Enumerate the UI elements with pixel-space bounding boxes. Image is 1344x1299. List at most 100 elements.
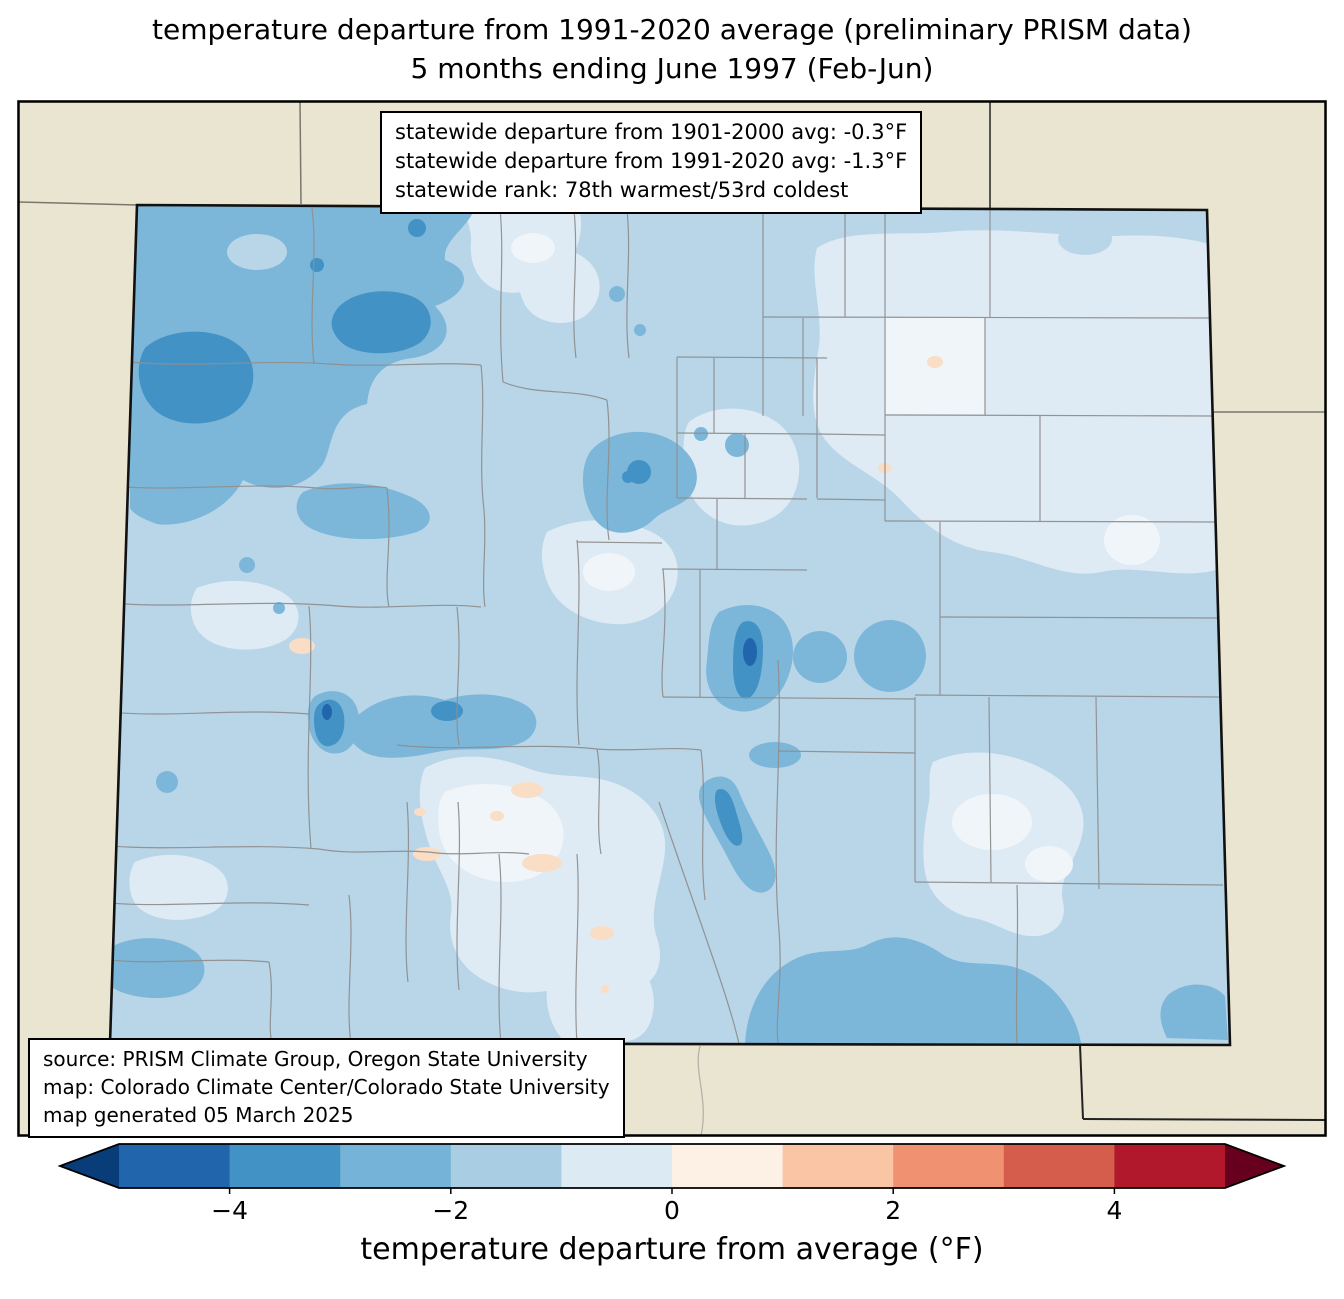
anomaly-region <box>601 985 609 993</box>
state-line-nm-ok <box>1079 1044 1084 1120</box>
anomaly-region <box>682 408 800 526</box>
anomaly-region <box>130 205 475 525</box>
colorbar-segment <box>340 1144 452 1188</box>
county-line <box>480 364 486 608</box>
anomaly-region <box>583 553 635 591</box>
colorbar-axis-label: temperature departure from average (°F) <box>360 1232 984 1267</box>
county-line <box>596 748 602 855</box>
anomaly-region <box>518 247 600 323</box>
county-line <box>129 361 482 366</box>
county-line <box>576 541 663 544</box>
county-line <box>405 801 410 983</box>
map-frame-border <box>17 100 1327 1137</box>
county-line <box>311 207 315 365</box>
county-line <box>988 696 992 883</box>
anomaly-region <box>310 258 324 272</box>
state-line-north <box>299 101 302 205</box>
title-line-2: 5 months ending June 1997 (Feb-Jun) <box>410 52 934 85</box>
anomaly-blue3-regions <box>138 219 763 846</box>
county-line <box>777 750 916 754</box>
colorbar-svg: −4 −2 0 2 4 <box>57 1143 1287 1225</box>
anomaly-region <box>609 286 625 302</box>
colorado-anomaly-map <box>17 100 1327 1137</box>
anomaly-region <box>1058 223 1112 255</box>
colorbar-segment <box>782 1144 894 1188</box>
anomaly-region <box>113 938 205 999</box>
county-line <box>576 539 580 746</box>
county-line <box>1015 884 1019 1044</box>
anomaly-region <box>590 926 614 940</box>
colorbar: −4 −2 0 2 4 <box>57 1141 1287 1226</box>
anomaly-blue2-regions <box>113 205 1228 1043</box>
anomaly-region <box>813 230 1216 574</box>
anomaly-blue4-regions <box>322 638 757 720</box>
county-line <box>110 711 310 715</box>
anomaly-region <box>289 638 315 654</box>
county-line <box>575 853 579 1045</box>
anomaly-region <box>511 782 543 798</box>
anomaly-region <box>1025 846 1073 882</box>
colorbar-tick-label: −4 <box>211 1196 248 1225</box>
anomaly-region <box>952 794 1032 850</box>
state-line-ok-tx <box>1082 1118 1326 1121</box>
colorbar-segment <box>672 1144 784 1188</box>
county-line <box>502 381 608 401</box>
county-line <box>816 433 886 436</box>
county-line <box>626 209 630 359</box>
county-line <box>884 414 1214 417</box>
anomaly-region <box>227 234 287 270</box>
anomaly-region <box>414 808 426 816</box>
colorbar-segment <box>1003 1144 1115 1188</box>
anomaly-region <box>331 291 431 354</box>
county-line <box>914 881 1224 886</box>
anomaly-region <box>793 631 847 683</box>
anomaly-region <box>1104 515 1160 565</box>
colorbar-tick-label: −2 <box>432 1196 469 1225</box>
county-line <box>884 520 1217 523</box>
county-line <box>111 602 482 608</box>
anomaly-region <box>190 580 299 650</box>
county-line <box>573 209 577 359</box>
anomaly-region <box>273 602 285 614</box>
county-line <box>658 801 740 1045</box>
county-line <box>268 961 273 1045</box>
anomaly-region <box>322 704 332 720</box>
stats-box: statewide departure from 1901-2000 avg: … <box>380 111 923 214</box>
colorbar-segment <box>1114 1144 1226 1188</box>
colorbar-tick-label: 4 <box>1106 1196 1122 1225</box>
anomaly-region <box>522 854 562 872</box>
county-line <box>110 959 270 963</box>
stats-line-2: statewide departure from 1991-2020 avg: … <box>395 149 908 173</box>
colorbar-segment <box>119 1144 231 1188</box>
state-line-ut-wy <box>18 201 138 206</box>
source-box: source: PRISM Climate Group, Oregon Stat… <box>28 1038 625 1138</box>
anomaly-region <box>546 944 654 1042</box>
county-line <box>661 568 808 571</box>
county-line <box>606 399 610 541</box>
anomaly-region <box>694 427 708 441</box>
anomaly-regions <box>113 205 1228 1043</box>
colorbar-tick-label: 0 <box>664 1196 680 1225</box>
county-line <box>914 694 1221 698</box>
county-line <box>386 487 390 608</box>
colorbar-tick-label: 2 <box>885 1196 901 1225</box>
county-line <box>318 848 530 855</box>
map-title: temperature departure from 1991-2020 ave… <box>0 10 1344 88</box>
anomaly-region <box>348 694 537 758</box>
county-line <box>775 659 781 1044</box>
county-line <box>110 845 320 850</box>
anomaly-region <box>408 219 426 237</box>
county-line <box>456 801 461 991</box>
anomaly-region <box>413 847 441 861</box>
source-line-2: map: Colorado Climate Center/Colorado St… <box>43 1075 610 1099</box>
anomaly-region <box>138 331 254 424</box>
anomaly-region <box>745 937 1081 1043</box>
county-boundaries <box>110 207 1224 1045</box>
anomaly-region <box>314 699 345 747</box>
colorbar-segment <box>893 1144 1005 1188</box>
anomaly-region <box>1160 984 1228 1040</box>
stats-line-3: statewide rank: 78th warmest/53rd coldes… <box>395 178 849 202</box>
anomaly-region <box>431 701 463 721</box>
colorbar-ticks: −4 −2 0 2 4 <box>211 1188 1122 1225</box>
anomaly-region <box>854 620 926 692</box>
